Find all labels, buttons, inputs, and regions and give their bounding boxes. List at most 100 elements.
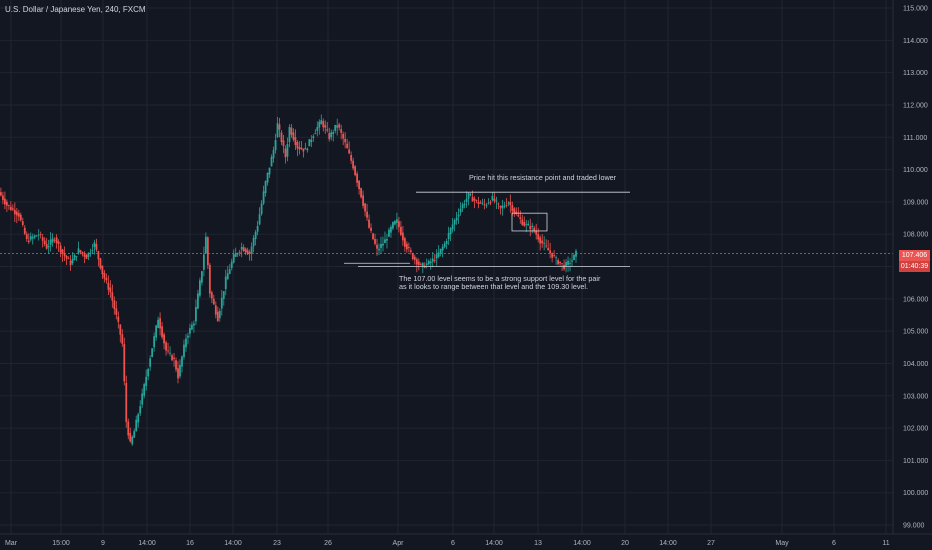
candle-down[interactable] <box>242 247 245 252</box>
candle-down[interactable] <box>539 237 542 244</box>
candle-down[interactable] <box>338 124 341 128</box>
candle-up[interactable] <box>189 328 191 334</box>
candle-down[interactable] <box>473 198 476 201</box>
candle-down[interactable] <box>511 205 514 212</box>
candle-up[interactable] <box>258 214 261 225</box>
candle-up[interactable] <box>308 139 311 147</box>
candle-down[interactable] <box>246 250 249 255</box>
candle-down[interactable] <box>413 256 416 260</box>
candle-up[interactable] <box>447 232 450 240</box>
candle-down[interactable] <box>244 248 247 253</box>
candle-down[interactable] <box>352 160 355 169</box>
candle-down[interactable] <box>61 249 64 254</box>
candle-up[interactable] <box>200 271 203 283</box>
candle-down[interactable] <box>0 192 2 196</box>
candle-down[interactable] <box>119 324 122 335</box>
candle-down[interactable] <box>85 255 88 259</box>
candle-down[interactable] <box>368 219 370 228</box>
candle-up[interactable] <box>153 336 156 348</box>
candle-down[interactable] <box>167 350 169 352</box>
candle-down[interactable] <box>163 334 165 344</box>
candle-up[interactable] <box>141 393 144 405</box>
candle-down[interactable] <box>23 227 26 234</box>
candle-down[interactable] <box>216 311 219 322</box>
candle-up[interactable] <box>330 132 333 138</box>
candle-down[interactable] <box>340 129 343 133</box>
candle-up[interactable] <box>304 148 307 150</box>
candle-up[interactable] <box>463 203 466 206</box>
candle-up[interactable] <box>33 235 36 238</box>
candle-down[interactable] <box>499 205 502 208</box>
candle-up[interactable] <box>386 238 388 241</box>
candle-down[interactable] <box>358 180 360 190</box>
candle-up[interactable] <box>139 406 142 414</box>
candle-up[interactable] <box>312 136 315 139</box>
candle-down[interactable] <box>161 326 163 338</box>
candle-down[interactable] <box>535 230 538 235</box>
candle-up[interactable] <box>501 205 504 209</box>
candle-up[interactable] <box>437 252 440 257</box>
candle-up[interactable] <box>220 297 223 309</box>
candle-up[interactable] <box>155 325 158 338</box>
candle-up[interactable] <box>332 132 335 135</box>
candle-down[interactable] <box>103 272 106 279</box>
candle-up[interactable] <box>250 246 253 254</box>
candle-down[interactable] <box>477 201 480 204</box>
candle-down[interactable] <box>278 124 281 130</box>
candle-up[interactable] <box>569 263 571 264</box>
candle-down[interactable] <box>298 146 301 150</box>
candle-down[interactable] <box>45 243 48 249</box>
candle-down[interactable] <box>350 155 353 161</box>
candle-up[interactable] <box>565 262 567 267</box>
candle-down[interactable] <box>3 198 6 205</box>
candle-down[interactable] <box>497 203 500 205</box>
candle-up[interactable] <box>525 223 528 225</box>
candle-up[interactable] <box>487 203 490 205</box>
candle-down[interactable] <box>109 287 112 293</box>
candle-down[interactable] <box>55 237 58 244</box>
candle-down[interactable] <box>399 226 402 235</box>
candle-down[interactable] <box>159 318 161 329</box>
candle-down[interactable] <box>401 232 404 241</box>
candle-up[interactable] <box>573 254 575 261</box>
candle-down[interactable] <box>326 129 329 131</box>
candle-down[interactable] <box>83 253 86 257</box>
candle-up[interactable] <box>51 238 54 243</box>
candle-down[interactable] <box>123 344 126 382</box>
candle-up[interactable] <box>571 260 573 262</box>
candle-down[interactable] <box>107 282 110 290</box>
candle-down[interactable] <box>53 239 56 241</box>
candle-up[interactable] <box>204 236 207 254</box>
candle-up[interactable] <box>218 310 221 319</box>
candle-up[interactable] <box>392 222 394 229</box>
candle-up[interactable] <box>459 208 462 213</box>
candle-down[interactable] <box>398 221 400 228</box>
candle-down[interactable] <box>551 252 554 258</box>
candle-down[interactable] <box>523 222 526 226</box>
candle-down[interactable] <box>471 197 474 202</box>
candle-down[interactable] <box>27 240 30 243</box>
candle-up[interactable] <box>35 235 38 237</box>
candle-down[interactable] <box>208 264 211 294</box>
candle-up[interactable] <box>262 191 265 204</box>
candle-up[interactable] <box>37 234 40 236</box>
candle-up[interactable] <box>143 384 146 396</box>
candle-down[interactable] <box>553 255 556 257</box>
candle-up[interactable] <box>254 231 257 240</box>
candle-up[interactable] <box>157 319 160 328</box>
candle-up[interactable] <box>390 226 392 233</box>
candle-up[interactable] <box>461 204 464 209</box>
candle-up[interactable] <box>270 156 273 167</box>
candle-down[interactable] <box>563 264 565 270</box>
candle-down[interactable] <box>559 261 561 264</box>
candle-up[interactable] <box>226 273 229 280</box>
candle-down[interactable] <box>9 206 12 210</box>
candle-up[interactable] <box>457 214 460 217</box>
candle-down[interactable] <box>117 316 120 322</box>
candle-up[interactable] <box>191 324 193 330</box>
candle-up[interactable] <box>236 253 239 255</box>
candle-down[interactable] <box>59 245 62 253</box>
candle-down[interactable] <box>541 240 544 244</box>
candle-up[interactable] <box>469 194 472 196</box>
candle-up[interactable] <box>224 276 227 290</box>
